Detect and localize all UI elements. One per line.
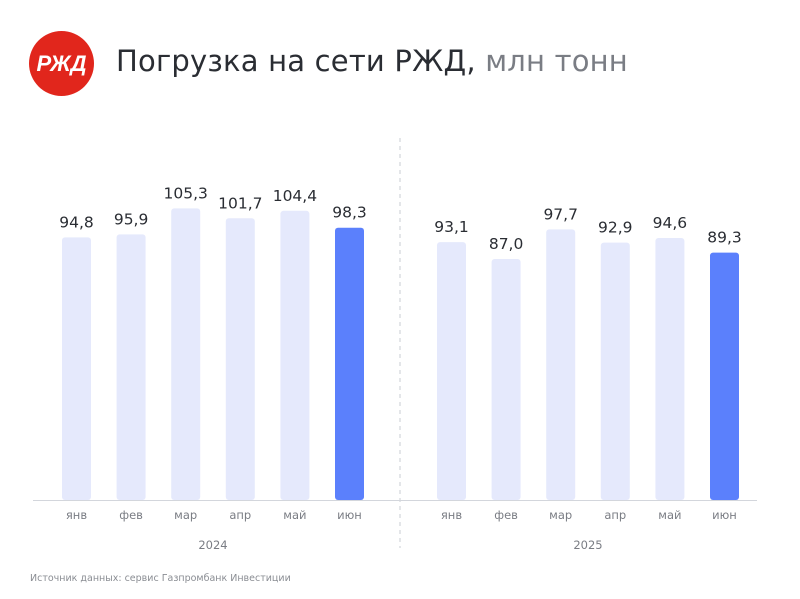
bar-2024-янв: [62, 237, 91, 501]
x-tick-label: мар: [174, 508, 197, 522]
bar-2024-май: [280, 210, 310, 500]
x-tick-label: фев: [119, 508, 143, 522]
bar-2024-апр: [225, 218, 255, 500]
title-unit: млн тонн: [485, 44, 628, 78]
data-label: 89,3: [707, 229, 742, 247]
data-label: 98,3: [332, 204, 367, 222]
title-main: Погрузка на сети РЖД,: [116, 44, 476, 78]
svg-text:РЖД: РЖД: [36, 51, 86, 76]
data-label: 104,4: [273, 187, 317, 205]
group-label: 2024: [198, 538, 227, 552]
bar-2025-фев: [491, 259, 521, 500]
data-label: 101,7: [218, 194, 262, 212]
x-tick-label: июн: [712, 508, 737, 522]
x-tick-label: апр: [229, 508, 251, 522]
x-tick-label: янв: [441, 508, 462, 522]
x-tick-label: мар: [549, 508, 572, 522]
bar-2025-янв: [437, 242, 466, 500]
data-label: 93,1: [434, 218, 469, 236]
bar-2025-июн: [710, 252, 739, 500]
bar-2024-фев: [116, 234, 146, 500]
bar-2025-апр: [600, 242, 630, 501]
x-tick-label: май: [283, 508, 306, 522]
data-label: 87,0: [489, 235, 524, 253]
x-tick-label: июн: [337, 508, 362, 522]
bar-chart: 94,8 янв 95,9 фев 105,3 мар 101,7 апр 104,4 май 98…: [33, 138, 757, 552]
data-label: 95,9: [114, 210, 149, 228]
data-label: 92,9: [598, 219, 633, 237]
bar-2024-июн: [335, 227, 364, 501]
source-note: Источник данных: сервис Газпромбанк Инве…: [30, 573, 291, 584]
bar-2025-май: [655, 237, 685, 500]
x-tick-label: апр: [604, 508, 626, 522]
data-label: 105,3: [164, 184, 208, 202]
data-label: 94,8: [59, 213, 94, 231]
page-title: Погрузка на сети РЖД, млн тонн: [116, 44, 628, 78]
rzd-logo-icon: РЖД: [29, 31, 94, 96]
data-label: 94,6: [653, 214, 688, 232]
x-tick-label: янв: [66, 508, 87, 522]
x-tick-label: фев: [494, 508, 518, 522]
data-label: 97,7: [543, 205, 578, 223]
bar-2025-мар: [546, 229, 576, 500]
group-label: 2025: [573, 538, 602, 552]
bar-2024-мар: [171, 208, 201, 500]
x-tick-label: май: [658, 508, 681, 522]
